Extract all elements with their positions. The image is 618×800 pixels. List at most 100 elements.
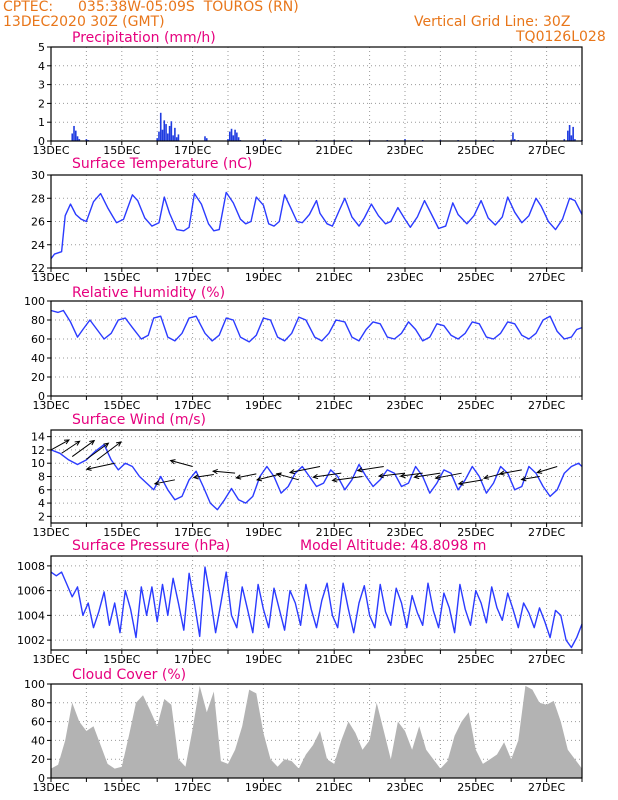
panel-0-bar xyxy=(163,120,166,141)
panel-5-ytick-label: 100 xyxy=(24,678,45,691)
panel-0-xtick-label: 27DEC xyxy=(528,144,565,157)
panel-4-xtick-label: 21DEC xyxy=(316,653,353,666)
panel-0-bar xyxy=(159,112,162,141)
panel-1-xtick-label: 13DEC xyxy=(32,271,69,284)
panel-3-wind-arrowhead xyxy=(211,468,218,475)
panel-4-xtick-label: 15DEC xyxy=(103,653,140,666)
panel-0-title: Precipitation (mm/h) xyxy=(72,30,216,46)
panel-3-wind-arrowhead xyxy=(434,474,441,480)
panel-1-ytick-label: 28 xyxy=(31,192,45,205)
panel-3-ytick-label: 14 xyxy=(31,431,45,444)
panel-0-xtick-label: 25DEC xyxy=(457,144,494,157)
panel-3-ytick-label: 10 xyxy=(31,457,45,470)
panel-5-xtick-label: 21DEC xyxy=(316,781,353,794)
header-code: TQ0126L028 xyxy=(516,29,606,45)
panel-3-xtick-label: 21DEC xyxy=(316,526,353,539)
panel-0-ytick-label: 5 xyxy=(38,41,45,54)
panel-3-wind-arrowhead xyxy=(235,474,242,480)
panel-0-bar xyxy=(78,139,81,141)
header-source: CPTEC: xyxy=(3,0,54,15)
panel-3-wind-arrow xyxy=(400,472,423,477)
panel-3-ytick-label: 6 xyxy=(38,484,45,497)
panel-0-ytick-label: 4 xyxy=(38,60,45,73)
panel-4-ytick-label: 1006 xyxy=(17,585,45,598)
panel-3-wind-arrowhead xyxy=(74,440,81,446)
panel-3-wind-arrowhead xyxy=(483,474,490,480)
panel-0-bar xyxy=(73,125,75,141)
panel-4-xtick-label: 25DEC xyxy=(457,653,494,666)
panel-5-xtick-label: 17DEC xyxy=(174,781,211,794)
panel-3-wind-arrow xyxy=(96,441,122,461)
panel-3-wind-arrowhead xyxy=(288,469,296,475)
panel-3-wind-arrow xyxy=(256,473,282,481)
panel-2-title: Relative Humidity (%) xyxy=(72,285,225,301)
panel-0-bar xyxy=(156,138,158,141)
panel-3-ytick-label: 4 xyxy=(38,497,45,510)
panel-3-wind-arrow xyxy=(61,440,80,454)
panel-0-bar xyxy=(404,139,406,141)
panel-0-bar xyxy=(237,137,240,141)
panel-3-xtick-label: 15DEC xyxy=(103,526,140,539)
panel-3-wind-arrow xyxy=(332,476,363,481)
panel-3-wind-arrow xyxy=(50,439,70,451)
panel-1-ytick-label: 24 xyxy=(31,239,45,252)
panel-3-wind-arrowhead xyxy=(498,470,505,476)
panel-3-xtick-label: 19DEC xyxy=(245,526,282,539)
panel-2-ytick-label: 60 xyxy=(31,333,45,346)
header-grid-note: Vertical Grid Line: 30Z xyxy=(414,14,571,30)
panel-1-xtick-label: 15DEC xyxy=(103,271,140,284)
panel-3-wind-arrow xyxy=(378,472,406,477)
panel-2-ytick-label: 40 xyxy=(31,352,45,365)
panel-3-xtick-label: 17DEC xyxy=(174,526,211,539)
panel-3-xtick-label: 25DEC xyxy=(457,526,494,539)
panel-3-wind-arrow xyxy=(537,466,558,474)
panel-5-frame xyxy=(50,683,583,779)
panel-0-bar xyxy=(205,138,208,141)
panel-3-wind-arrowhead xyxy=(520,476,527,482)
panel-0-bar xyxy=(236,132,238,141)
panel-3-wind-arrowhead xyxy=(192,474,199,480)
panel-3-wind-arrow xyxy=(71,440,95,457)
panel-1-xtick-label: 17DEC xyxy=(174,271,211,284)
panel-0-bar xyxy=(172,135,174,141)
panel-3-wind-arrow xyxy=(193,474,214,479)
panel-0-bar xyxy=(170,121,173,141)
panel-3-wind-arrowhead xyxy=(89,439,96,446)
panel-2-xtick-label: 19DEC xyxy=(245,399,282,412)
panel-1-frame xyxy=(50,174,583,269)
panel-3-wind-arrow xyxy=(357,466,384,472)
panel-2-frame xyxy=(50,300,583,397)
panel-3-wind-arrow xyxy=(86,442,109,460)
panel-4-xtick-label: 27DEC xyxy=(528,653,565,666)
panel-0-ytick-label: 2 xyxy=(38,97,45,110)
panel-3-wind-arrow xyxy=(154,479,175,485)
panel-3-wind-arrow xyxy=(521,476,540,480)
panel-3-wind-arrowhead xyxy=(536,468,543,474)
panel-3-wind-arrow xyxy=(414,472,441,478)
panel-3-wind-arrowhead xyxy=(85,465,92,471)
header-location: 035:38W-05:09S TOUROS (RN) xyxy=(78,0,299,15)
panel-3-wind-arrowhead xyxy=(103,442,110,448)
panel-0-bar xyxy=(513,139,516,141)
panel-4-line xyxy=(50,566,583,649)
panel-5-title: Cloud Cover (%) xyxy=(72,667,186,683)
panel-4-xtick-label: 19DEC xyxy=(245,653,282,666)
panel-0-bar xyxy=(85,139,88,141)
panel-0-bar xyxy=(161,129,164,141)
panel-5-xtick-label: 27DEC xyxy=(528,781,565,794)
panel-0-xtick-label: 13DEC xyxy=(32,144,69,157)
panel-0-bar xyxy=(512,132,514,141)
panel-0-bar xyxy=(158,131,160,141)
panel-0-bar xyxy=(234,129,236,141)
panel-0-bar xyxy=(574,139,576,141)
panel-2-ytick-label: 80 xyxy=(31,314,45,327)
panel-0-bar xyxy=(175,137,178,141)
panel-2-xtick-label: 27DEC xyxy=(528,399,565,412)
panel-2-xtick-label: 21DEC xyxy=(316,399,353,412)
panel-3-wind-arrow xyxy=(86,462,115,470)
panel-4-xtick-label: 17DEC xyxy=(174,653,211,666)
panel-0-bar xyxy=(227,139,229,141)
panel-0-bar xyxy=(572,126,574,141)
panel-0-frame xyxy=(50,46,583,142)
